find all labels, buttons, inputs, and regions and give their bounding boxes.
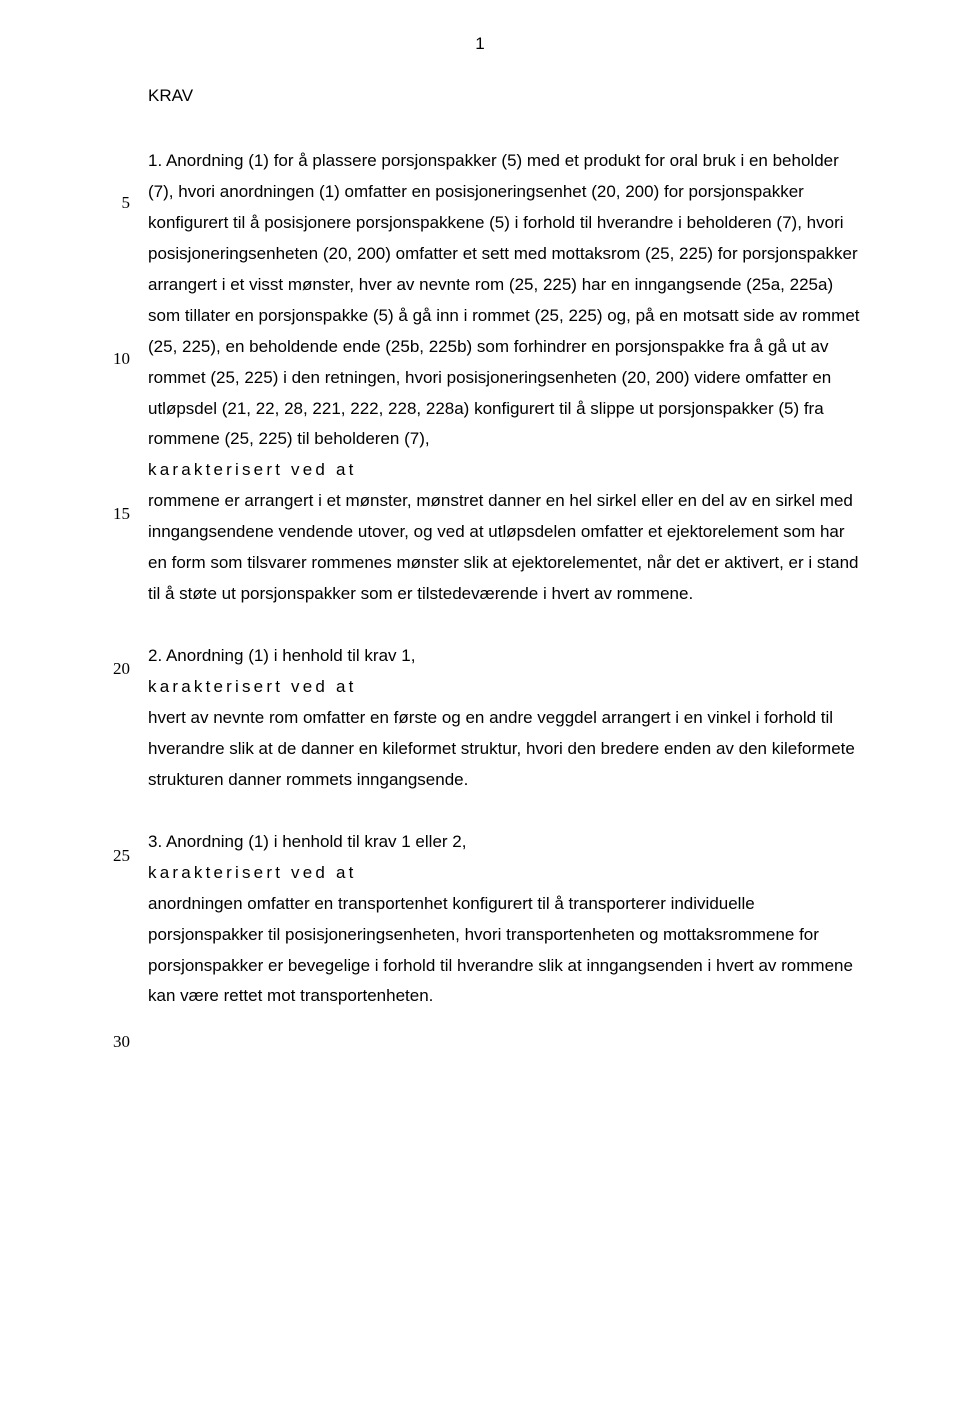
document-body: 1. Anordning (1) for å plassere porsjons…	[148, 146, 860, 1012]
line-number-20: 20	[100, 659, 130, 679]
claim-2-text-2: hvert av nevnte rom omfatter en første o…	[148, 708, 855, 789]
line-number-15: 15	[100, 504, 130, 524]
claim-2-karakter: karakterisert ved at	[148, 677, 357, 696]
claim-3-text-2: anordningen omfatter en transportenhet k…	[148, 894, 853, 1006]
paragraph-gap	[148, 610, 860, 641]
claim-1-karakter: karakterisert ved at	[148, 460, 357, 479]
claim-2: 2. Anordning (1) i henhold til krav 1, k…	[148, 641, 860, 796]
claim-1: 1. Anordning (1) for å plassere porsjons…	[148, 146, 860, 610]
claim-3-karakter: karakterisert ved at	[148, 863, 357, 882]
claim-3-text-1: 3. Anordning (1) i henhold til krav 1 el…	[148, 832, 466, 851]
claim-1-text-2: hvori anordningen (1) omfatter en posisj…	[148, 182, 804, 232]
page: 1 KRAV 5 10 15 20 25 30 1. Anordning (1)…	[0, 0, 960, 1402]
line-number-25: 25	[100, 846, 130, 866]
document-heading: KRAV	[148, 86, 860, 106]
claim-2-text-1: 2. Anordning (1) i henhold til krav 1,	[148, 646, 415, 665]
claim-3: 3. Anordning (1) i henhold til krav 1 el…	[148, 827, 860, 1013]
line-number-10: 10	[100, 349, 130, 369]
line-number-30: 30	[100, 1032, 130, 1052]
page-number: 1	[0, 34, 960, 54]
line-number-5: 5	[100, 193, 130, 213]
paragraph-gap	[148, 796, 860, 827]
